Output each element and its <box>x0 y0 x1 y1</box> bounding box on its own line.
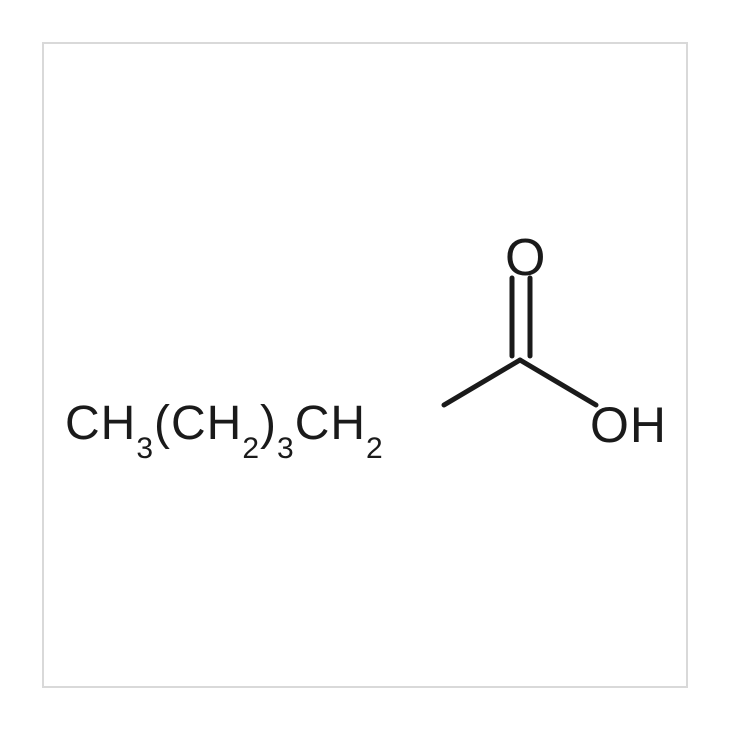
ch2-repeat-open: (CH2)3 <box>154 397 295 450</box>
chain-formula-label: CH3(CH2)3CH2 <box>65 400 384 456</box>
hydroxyl-label: OH <box>590 400 667 450</box>
ch2-tail: CH2 <box>295 397 384 450</box>
ch3-part: CH3 <box>65 397 154 450</box>
carbonyl-oxygen-label: O <box>505 232 546 284</box>
bond-layer <box>0 0 730 730</box>
bond-ch2_to_c <box>444 360 520 405</box>
structure-canvas: CH3(CH2)3CH2 O OH <box>0 0 730 730</box>
bond-c_to_oh <box>520 360 596 405</box>
